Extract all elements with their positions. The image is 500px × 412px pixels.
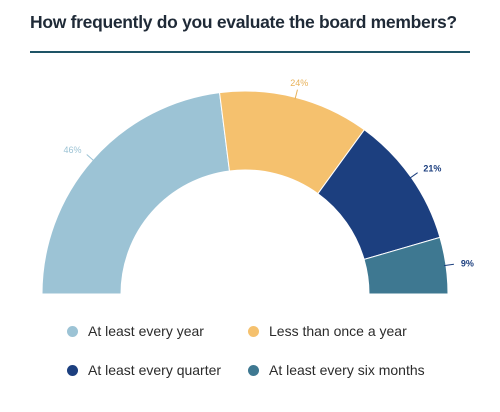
slice-label-leader	[443, 263, 454, 267]
chart-title: How frequently do you evaluate the board…	[30, 12, 457, 32]
slice-value-label: 24%	[290, 78, 308, 88]
slice-label-leader	[86, 154, 95, 162]
title-divider	[30, 51, 470, 53]
slice-at-least-every-year	[41, 92, 231, 295]
chart-slice-labels: 46% 24% 21% 9%	[63, 78, 473, 268]
slice-value-label: 46%	[63, 145, 81, 155]
slice-at-least-every-six-months	[363, 236, 449, 295]
slice-label-leader	[409, 172, 418, 179]
chart-slices	[41, 90, 449, 295]
slice-value-label: 21%	[423, 164, 441, 174]
slice-label-leader	[294, 89, 298, 100]
slice-value-label: 9%	[461, 258, 474, 268]
